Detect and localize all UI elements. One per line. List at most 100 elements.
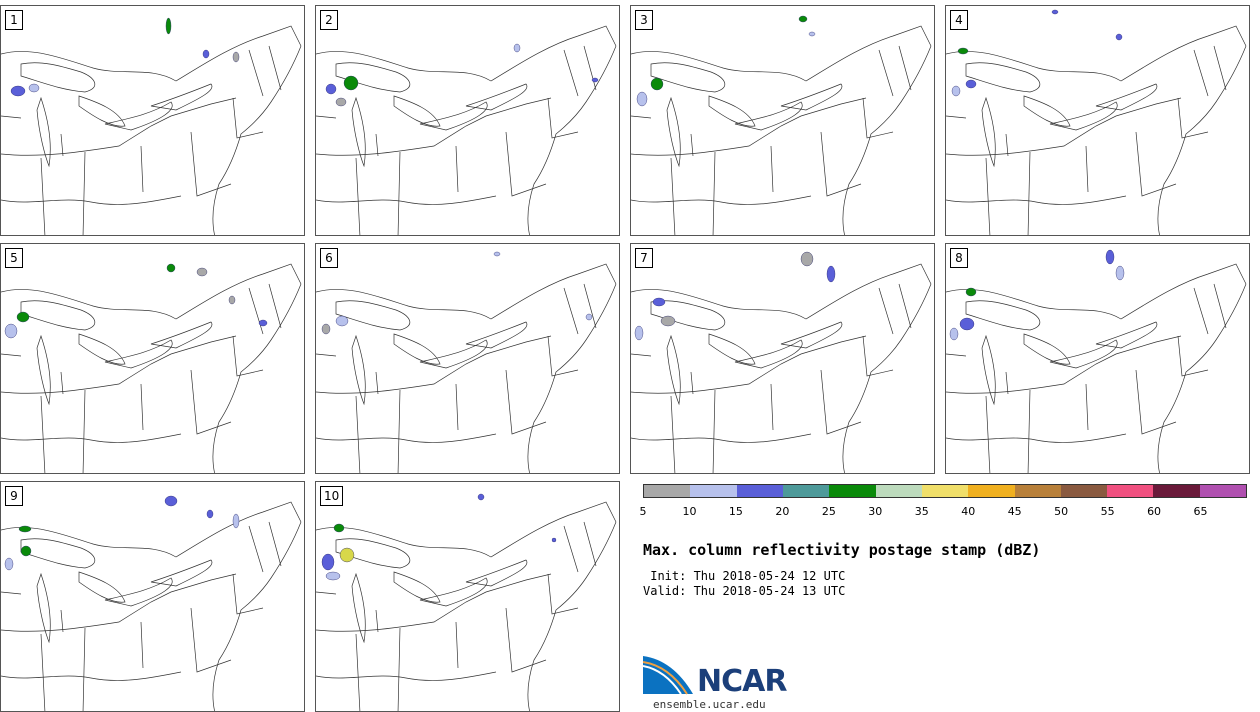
map-boundary	[946, 25, 1247, 82]
colorbar-swatch	[1153, 485, 1200, 497]
map-boundary	[946, 115, 1009, 157]
map-boundary	[1027, 131, 1177, 235]
colorbar-tick-label: 60	[1147, 505, 1162, 518]
reflectivity-echo	[965, 287, 977, 297]
colorbar-swatch	[968, 485, 1015, 497]
colorbar-tick-label: 10	[682, 505, 697, 518]
ensemble-member-panel-4: 4	[945, 5, 1250, 236]
ensemble-member-panel-1: 1	[0, 5, 305, 236]
map-boundary	[631, 353, 694, 395]
member-map	[631, 251, 932, 473]
map-boundary	[20, 300, 96, 331]
reflectivity-echo	[232, 513, 240, 529]
reflectivity-echo	[16, 311, 30, 323]
colorbar-tick-label: 55	[1100, 505, 1115, 518]
member-label: 9	[5, 486, 23, 506]
colorbar-tick-label: 40	[961, 505, 976, 518]
reflectivity-echo	[325, 83, 337, 95]
map-boundary	[946, 195, 1127, 205]
member-map	[1, 495, 302, 711]
ensemble-member-panel-9: 9	[0, 481, 305, 712]
map-boundary	[1, 433, 182, 443]
member-map	[316, 25, 617, 235]
map-boundary	[78, 571, 126, 603]
colorbar-swatch	[829, 485, 876, 497]
map-boundary	[316, 353, 379, 395]
map-boundary	[527, 283, 617, 473]
colorbar-swatch	[1107, 485, 1154, 497]
colorbar-swatch	[736, 485, 783, 497]
reflectivity-echo	[591, 77, 599, 83]
map-boundary	[36, 96, 51, 168]
colorbar-tick-label: 20	[775, 505, 790, 518]
reflectivity-echo	[965, 79, 977, 89]
map-boundary	[40, 283, 282, 473]
ensemble-member-panel-6: 6	[315, 243, 620, 474]
ensemble-member-panel-7: 7	[630, 243, 935, 474]
map-boundary	[393, 333, 441, 365]
map-boundary	[150, 559, 213, 587]
map-boundary	[78, 95, 126, 127]
map-boundary	[631, 433, 812, 443]
map-boundary	[1, 335, 237, 394]
colorbar-tick-label: 25	[821, 505, 836, 518]
member-map	[946, 9, 1247, 235]
map-boundary	[734, 339, 803, 369]
member-label: 10	[320, 486, 344, 506]
reflectivity-echo	[1105, 249, 1115, 265]
map-boundary	[355, 45, 597, 235]
map-boundary	[631, 115, 694, 157]
map-boundary	[946, 335, 1182, 394]
map-boundary	[780, 321, 843, 349]
member-map	[316, 493, 617, 711]
member-map	[1, 17, 302, 235]
map-boundary	[631, 335, 867, 394]
map-boundary	[842, 45, 932, 235]
reflectivity-echo	[957, 47, 969, 55]
reflectivity-echo	[652, 297, 666, 307]
map-boundary	[842, 283, 932, 473]
reflectivity-echo	[493, 251, 501, 257]
member-label: 5	[5, 248, 23, 268]
reflectivity-echo	[1115, 265, 1125, 281]
map-boundary	[981, 96, 996, 168]
map-boundary	[351, 572, 366, 644]
map-boundary	[78, 333, 126, 365]
map-boundary	[36, 334, 51, 406]
map-boundary	[527, 45, 617, 235]
map-boundary	[712, 369, 862, 473]
map-boundary	[1157, 283, 1247, 473]
colorbar-tick-label: 30	[868, 505, 883, 518]
map-boundary	[1, 195, 182, 205]
map-boundary	[212, 45, 302, 235]
map-boundary	[397, 369, 547, 473]
map-boundary	[104, 577, 173, 607]
map-boundary	[20, 62, 96, 93]
init-time: Init: Thu 2018-05-24 12 UTC	[643, 569, 846, 583]
map-boundary	[946, 433, 1127, 443]
site-url[interactable]: ensemble.ucar.edu	[653, 698, 766, 711]
map-boundary	[335, 62, 411, 93]
member-label: 1	[5, 10, 23, 30]
map-boundary	[104, 339, 173, 369]
map-boundary	[527, 521, 617, 711]
reflectivity-echo	[166, 263, 176, 273]
reflectivity-echo	[206, 509, 214, 519]
map-boundary	[666, 96, 681, 168]
colorbar-tick-label: 5	[639, 505, 647, 518]
map-boundary	[316, 195, 497, 205]
map-boundary	[1027, 369, 1177, 473]
map-boundary	[631, 25, 932, 82]
reflectivity-echo	[1051, 9, 1059, 15]
reflectivity-echo	[1115, 33, 1123, 41]
map-boundary	[355, 521, 597, 711]
reflectivity-echo	[634, 325, 644, 341]
map-boundary	[212, 283, 302, 473]
map-boundary	[335, 300, 411, 331]
ensemble-member-panel-2: 2	[315, 5, 620, 236]
map-boundary	[465, 83, 528, 111]
map-boundary	[1095, 83, 1158, 111]
reflectivity-colorbar	[643, 484, 1247, 498]
map-boundary	[150, 83, 213, 111]
reflectivity-echo	[321, 323, 331, 335]
